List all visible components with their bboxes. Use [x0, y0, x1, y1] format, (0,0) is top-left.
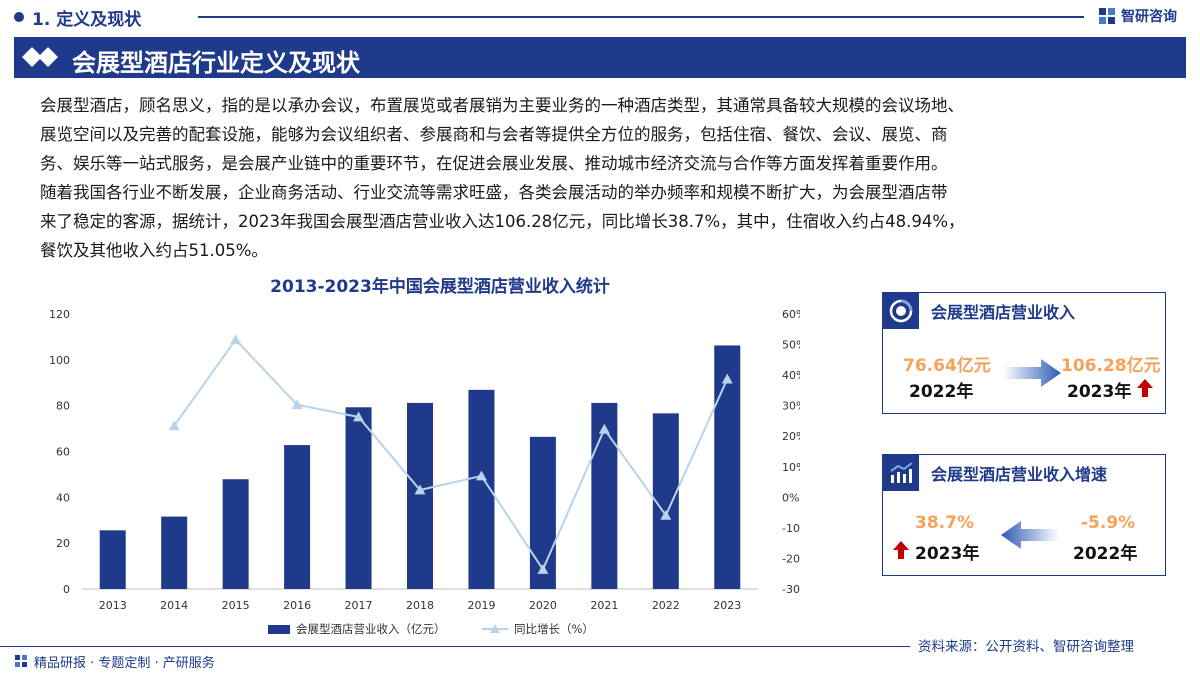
- prev-growth-year: 2022年: [1073, 544, 1138, 564]
- intro-line: 随着我国各行业不断发展，企业商务活动、行业交流等需求旺盛，各类会展活动的举办频率…: [40, 183, 948, 202]
- section-title: 1. 定义及现状: [32, 10, 142, 30]
- intro-line: 务、娱乐等一站式服务，是会展产业链中的重要环节，在促进会展业发展、推动城市经济交…: [40, 154, 948, 173]
- y-right-tick-label: 60%: [782, 308, 800, 321]
- intro-line: 展览空间以及完善的配套设施，能够为会议组织者、参展商和与会者等提供全方位的服务，…: [40, 125, 948, 144]
- revenue-bar: [222, 479, 249, 589]
- revenue-bar: [161, 516, 188, 589]
- curr-growth-value: 38.7%: [915, 513, 974, 533]
- legend-swatch-marker: [490, 624, 500, 633]
- revenue-bar: [345, 407, 372, 589]
- revenue-card: 会展型酒店营业收入 76.64亿元 2022年 106.28亿元 2023年: [882, 292, 1166, 414]
- chart-title: 2013-2023年中国会展型酒店营业收入统计: [270, 277, 610, 297]
- growth-point: [230, 334, 242, 345]
- card-header: 会展型酒店营业收入增速: [883, 455, 1107, 491]
- growth-point: [353, 411, 365, 422]
- x-tick-label: 2019: [467, 599, 495, 612]
- y-right-tick-label: 0%: [782, 491, 799, 504]
- title-banner: 会展型酒店行业定义及现状: [14, 37, 1186, 78]
- curr-growth-year: 2023年: [915, 544, 980, 564]
- intro-line: 餐饮及其他收入约占51.05%。: [40, 241, 268, 260]
- gauge-icon: [883, 293, 919, 329]
- footer-divider: [0, 646, 910, 647]
- growth-point: [291, 399, 303, 410]
- y-right-tick-label: -20%: [782, 552, 800, 565]
- y-left-tick-label: 60: [56, 446, 70, 459]
- prev-revenue-year: 2022年: [909, 382, 974, 402]
- x-tick-label: 2017: [345, 599, 373, 612]
- growth-point: [475, 470, 487, 481]
- footer: 精品研报 · 专题定制 · 产研服务: [14, 652, 215, 671]
- card-header: 会展型酒店营业收入: [883, 293, 1075, 329]
- x-tick-label: 2013: [99, 599, 127, 612]
- brand-name: 智研咨询: [1121, 9, 1177, 25]
- brand-logo-icon: [1099, 8, 1115, 24]
- revenue-bar: [591, 402, 618, 589]
- y-left-tick-label: 100: [49, 354, 70, 367]
- growth-line: [173, 338, 729, 572]
- legend-swatch-bar: [268, 625, 290, 634]
- growth-point: [414, 484, 426, 495]
- x-tick-label: 2022: [652, 599, 680, 612]
- card-title: 会展型酒店营业收入: [931, 303, 1076, 322]
- x-tick-label: 2014: [160, 599, 188, 612]
- y-right-tick-label: 20%: [782, 430, 800, 443]
- source-note: 资料来源：公开资料、智研咨询整理: [918, 639, 1134, 655]
- revenue-bar: [714, 345, 741, 589]
- y-left-tick-label: 0: [63, 583, 70, 596]
- prev-revenue-value: 76.64亿元: [903, 356, 991, 376]
- revenue-bar: [407, 402, 433, 589]
- y-left-tick-label: 20: [56, 537, 70, 550]
- revenue-bar: [99, 530, 126, 589]
- y-right-tick-label: -30%: [782, 583, 800, 596]
- legend-label: 同比增长（%）: [514, 622, 594, 636]
- curr-revenue-year: 2023年: [1067, 382, 1132, 402]
- curr-revenue-value: 106.28亿元: [1061, 356, 1161, 376]
- y-right-tick-label: 30%: [782, 400, 800, 413]
- y-right-tick-label: 10%: [782, 461, 800, 474]
- footer-text: 精品研报 · 专题定制 · 产研服务: [34, 655, 215, 671]
- growth-point: [598, 423, 610, 434]
- y-left-tick-label: 40: [56, 491, 70, 504]
- y-left-tick-label: 80: [56, 400, 70, 413]
- bullet-dot-icon: [14, 12, 24, 22]
- intro-line: 来了稳定的客源，据统计，2023年我国会展型酒店营业收入达106.28亿元，同比…: [40, 212, 965, 231]
- revenue-bar: [529, 436, 556, 589]
- growth-point: [168, 420, 180, 431]
- x-tick-label: 2016: [283, 599, 311, 612]
- y-right-tick-label: -10%: [782, 522, 800, 535]
- x-tick-label: 2018: [406, 599, 434, 612]
- x-tick-label: 2023: [713, 599, 741, 612]
- brand[interactable]: 智研咨询: [1098, 6, 1177, 26]
- left-arrow-icon: [1001, 521, 1059, 549]
- x-tick-label: 2015: [222, 599, 250, 612]
- up-arrow-icon: [893, 541, 909, 559]
- growth-point: [537, 563, 549, 574]
- growth-point: [721, 373, 733, 384]
- intro-paragraph: 会展型酒店，顾名思义，指的是以承办会议，布置展览或者展销为主要业务的一种酒店类型…: [40, 91, 1190, 265]
- right-arrow-icon: [1003, 359, 1061, 387]
- double-diamond-icon: [22, 47, 58, 67]
- x-tick-label: 2020: [529, 599, 557, 612]
- revenue-bar: [284, 445, 311, 589]
- card-title: 会展型酒店营业收入增速: [931, 465, 1108, 484]
- legend-label: 会展型酒店营业收入（亿元）: [296, 622, 446, 636]
- y-right-tick-label: 50%: [782, 339, 800, 352]
- revenue-chart: 0 20 40 60 80 100 120 -30% -20% -10% 0% 10% 20% 30% 40…: [49, 308, 800, 636]
- x-tick-label: 2021: [590, 599, 618, 612]
- top-bar: 1. 定义及现状 智研咨询: [0, 0, 1200, 34]
- banner-title: 会展型酒店行业定义及现状: [72, 49, 360, 77]
- trend-chart-icon: [883, 455, 919, 491]
- up-arrow-icon: [1137, 379, 1153, 397]
- intro-line: 会展型酒店，顾名思义，指的是以承办会议，布置展览或者展销为主要业务的一种酒店类型…: [40, 96, 964, 115]
- footer-logo-icon: [15, 655, 27, 667]
- y-left-tick-label: 120: [49, 308, 70, 321]
- growth-point: [660, 509, 672, 520]
- growth-card: 会展型酒店营业收入增速 38.7% 2023年 -5.9% 2022年: [882, 454, 1166, 576]
- y-right-tick-label: 40%: [782, 369, 800, 382]
- revenue-bar: [652, 413, 679, 589]
- prev-growth-value: -5.9%: [1081, 513, 1136, 533]
- header-divider: [198, 16, 1084, 18]
